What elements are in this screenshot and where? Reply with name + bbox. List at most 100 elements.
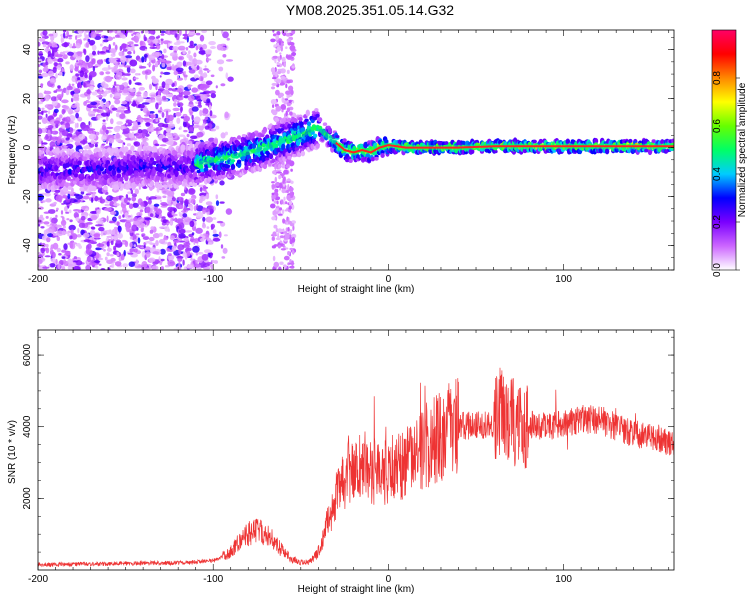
spectrogram-cell [166, 190, 175, 197]
spectrogram-cell [282, 177, 285, 184]
spectrogram-cell [106, 115, 109, 122]
spectrogram-cell [215, 200, 220, 207]
spectrogram-cell [225, 59, 234, 62]
spectrogram-cell [290, 168, 293, 172]
spectrogram-cell [175, 87, 178, 90]
spectrogram-cell [135, 259, 139, 266]
spectrogram-cell [51, 223, 55, 227]
spectrogram-cell [278, 164, 281, 169]
spectrogram-cell [131, 196, 137, 202]
spectrogram-cell [195, 211, 204, 219]
spectrogram-cell [182, 50, 186, 55]
spectrogram-cell [143, 34, 146, 42]
spectrogram-cell [196, 131, 204, 138]
spectrogram-cell [183, 129, 188, 133]
spectrogram-cell [102, 122, 107, 125]
spectrogram-cell [198, 69, 203, 75]
spectrogram-cell [145, 133, 150, 137]
spectrogram-cell [106, 235, 114, 238]
spectrogram-cell [129, 236, 133, 240]
spectrogram-cell [196, 65, 200, 71]
spectrogram-cell [189, 111, 193, 116]
spectrogram-cell [120, 253, 125, 261]
spectrogram-cell [131, 193, 137, 198]
spectrogram-cell [76, 122, 79, 128]
spectrogram-cell [91, 197, 94, 203]
spectrogram-cell [131, 131, 135, 138]
spectrogram-cell [289, 111, 293, 116]
spectrogram-cell [67, 233, 70, 237]
spectrogram-cell [286, 33, 289, 36]
spectrogram-cell [40, 247, 45, 254]
spectrogram-cell [191, 232, 195, 236]
spectrogram-cell [168, 42, 170, 47]
spectrogram-cell [173, 141, 178, 146]
spectrogram-cell [116, 121, 123, 125]
spectrogram-cell [100, 100, 104, 108]
spectrogram-cell [100, 230, 103, 237]
spectrogram-cell [196, 77, 200, 81]
spectrogram-cell [291, 52, 297, 56]
spectrogram-cell [160, 71, 164, 75]
spectrogram-cell [113, 203, 120, 207]
spectrogram-cell [63, 145, 68, 148]
spectrogram-cell [273, 261, 280, 268]
spectrogram-cell [205, 102, 209, 106]
spectrogram-cell [200, 94, 208, 101]
spectrogram-cell [56, 247, 61, 253]
spectrogram-cell [285, 46, 288, 49]
spectrogram-cell [44, 255, 51, 258]
spectrogram-cell [277, 70, 282, 75]
spectrogram-cell [141, 56, 145, 63]
spectrogram-cell [190, 198, 196, 205]
spectrogram-cell [155, 240, 159, 246]
spectrogram-cell [70, 149, 75, 153]
spectrogram-cell [207, 252, 211, 258]
spectrogram-cell [126, 143, 131, 147]
spectrogram-cell [42, 43, 47, 48]
spectrogram-cell [188, 69, 196, 74]
spectrogram-cell [55, 209, 58, 212]
spectrogram-cell [178, 211, 181, 215]
spectrogram-cell [275, 89, 280, 96]
spectrogram-cell [159, 248, 166, 255]
spectrogram-cell [56, 94, 64, 99]
spectrogram-cell [137, 121, 141, 125]
spectrogram-cell [126, 57, 129, 63]
spectrogram-cell [104, 203, 111, 207]
spectrogram-cell [66, 30, 69, 37]
spectrogram-cell [195, 45, 199, 51]
spectrogram-cell [121, 35, 127, 39]
spectrogram-cell [98, 218, 104, 221]
spectrogram-cell [67, 262, 76, 268]
spectrogram-cell [125, 95, 132, 102]
spectrogram-cell [160, 266, 164, 270]
spectrogram-cell [77, 129, 83, 132]
spectrogram-cell [47, 50, 52, 57]
spectrogram-cell [60, 210, 64, 215]
spectrogram-cell [123, 81, 128, 88]
spectrogram-cell [287, 184, 290, 190]
spectrogram-cell [290, 180, 294, 184]
spectrogram-cell [290, 89, 294, 96]
spectrogram-cell [141, 234, 144, 238]
spectrogram-cell [38, 219, 43, 224]
spectrogram-cell [129, 59, 138, 67]
spectrogram-cell [63, 105, 69, 110]
spectrogram-cell [161, 81, 166, 89]
spectrogram-cell [161, 182, 167, 185]
spectrogram-cell [93, 108, 100, 112]
spectrogram-cell [40, 226, 45, 229]
spectrogram-cell [193, 205, 197, 212]
spectrogram-cell [115, 132, 120, 140]
spectrogram-cell [202, 209, 206, 215]
spectrogram-cell [177, 45, 186, 51]
spectrogram-cell [134, 188, 139, 195]
spectrogram-cell [165, 93, 174, 98]
spectrogram-cell [184, 248, 188, 253]
spectrogram-cell [132, 137, 138, 141]
spectrogram-cell [163, 71, 171, 75]
spectrogram-cell [130, 145, 135, 152]
spectrogram-cell [74, 122, 77, 129]
spectrogram-cell [88, 262, 97, 266]
